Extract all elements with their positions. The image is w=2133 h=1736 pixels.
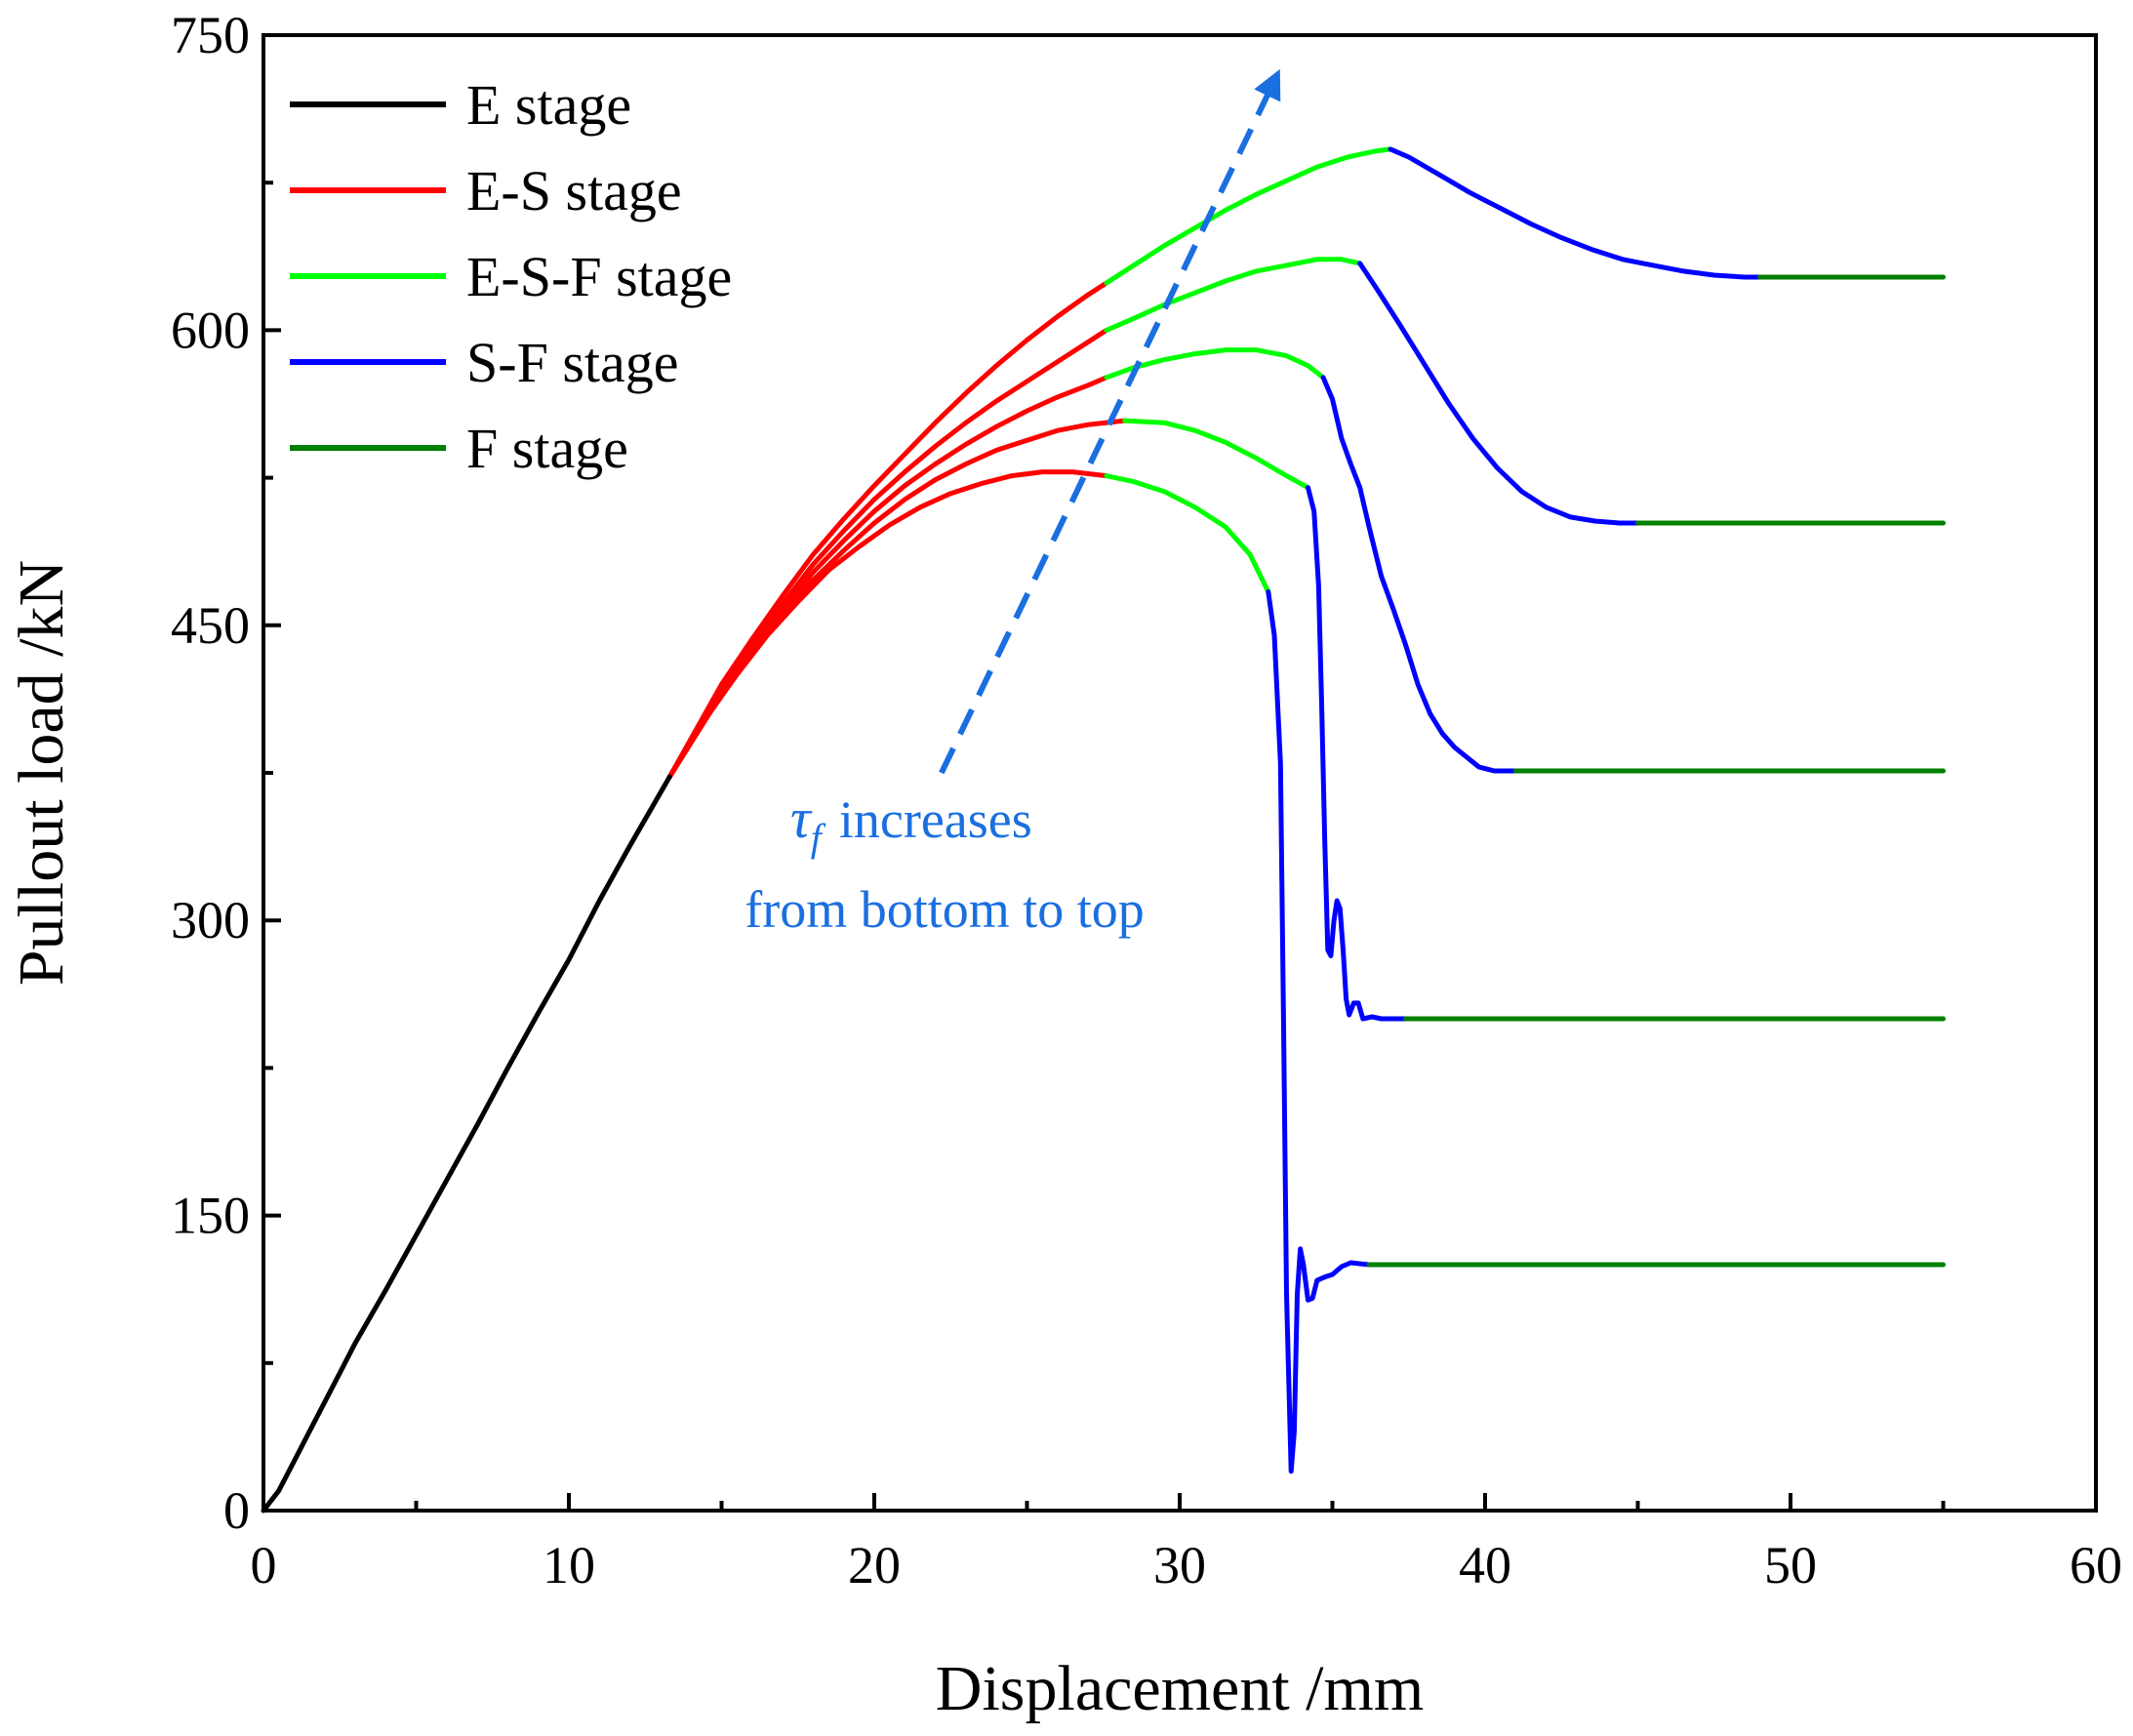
legend: E stage E-S stage E-S-F stage S-F stage F st… (290, 73, 732, 480)
y-tick-label: 0 (223, 1481, 250, 1540)
y-tick-label: 450 (171, 596, 250, 655)
curve-2-e-s-segment (666, 418, 1128, 780)
y-tick-label: 300 (171, 891, 250, 949)
legend-label: E-S stage (466, 159, 682, 222)
data-curves (261, 146, 1946, 1514)
curve-4-e-s-f-segment (1104, 257, 1363, 333)
legend-label: E stage (466, 73, 631, 137)
curve-1-e-s-f-segment (1104, 473, 1271, 594)
curve-4-e-s-segment (666, 327, 1109, 780)
legend-label: E-S-F stage (466, 245, 732, 308)
curve-2-s-f-segment (1306, 485, 1409, 1022)
curve-4-s-f-segment (1357, 261, 1640, 526)
curve-2-e-s-f-segment (1122, 418, 1310, 491)
tau-symbol: τ (790, 787, 813, 850)
curve-1-e-s-segment (666, 469, 1109, 780)
x-axis: 0 10 20 30 40 50 60 (251, 1493, 2122, 1595)
curve-3-e-s-segment (666, 375, 1109, 780)
x-tick-label: 50 (1764, 1536, 1817, 1595)
curve-3-e-s-f-segment (1104, 347, 1326, 381)
curve-3-s-f-segment (1320, 375, 1518, 774)
legend-label: S-F stage (466, 331, 679, 394)
increase-arrow (939, 68, 1281, 775)
annotation-increases: increases (839, 790, 1032, 849)
curve-5-e-s-f-segment (1104, 146, 1393, 286)
x-axis-title: Displacement /mm (936, 1653, 1424, 1724)
legend-label: F stage (466, 417, 628, 480)
x-tick-label: 60 (2070, 1536, 2122, 1595)
curve-1-s-f-segment (1266, 589, 1372, 1474)
curve-5-e-s-segment (666, 280, 1109, 780)
x-tick-label: 30 (1153, 1536, 1206, 1595)
y-tick-label: 750 (171, 6, 250, 64)
annotation-line-2: from bottom to top (745, 880, 1144, 939)
curve-5-s-f-segment (1388, 146, 1763, 280)
elastic-stage-segment (261, 774, 672, 1514)
x-tick-label: 20 (848, 1536, 901, 1595)
y-axis-title: Pullout load /kN (6, 560, 77, 986)
y-axis: 0 150 300 450 600 750 (171, 6, 281, 1540)
x-tick-label: 10 (543, 1536, 595, 1595)
y-tick-label: 150 (171, 1187, 250, 1245)
x-tick-label: 0 (251, 1536, 277, 1595)
y-tick-label: 600 (171, 301, 250, 359)
tau-subscript: f (811, 816, 826, 860)
annotation-line-1: τf increases (790, 787, 1032, 860)
x-tick-label: 40 (1459, 1536, 1511, 1595)
